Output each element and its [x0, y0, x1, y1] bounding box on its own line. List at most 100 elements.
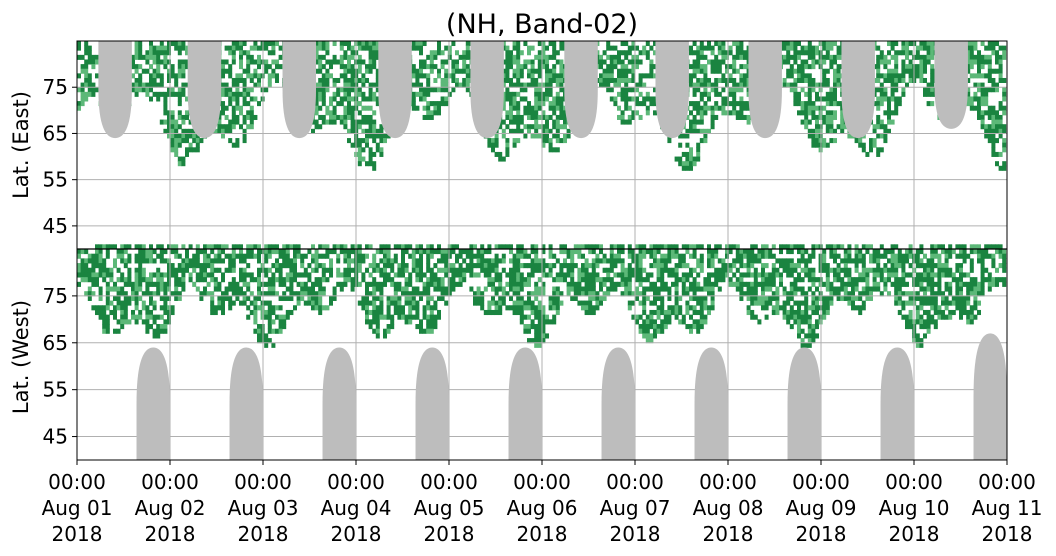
activity-cell	[537, 124, 542, 130]
activity-cell	[91, 305, 96, 311]
activity-cell	[141, 291, 146, 297]
activity-cell	[343, 54, 348, 60]
activity-cell	[793, 77, 798, 83]
activity-cell	[505, 305, 510, 311]
activity-cell	[447, 281, 452, 287]
activity-cell	[498, 124, 503, 130]
activity-cell	[264, 64, 269, 70]
activity-cell	[620, 272, 625, 278]
activity-cell	[627, 272, 632, 278]
activity-cell	[419, 328, 423, 334]
activity-cell	[512, 41, 517, 47]
activity-cell	[159, 253, 164, 259]
activity-cell	[311, 119, 315, 125]
activity-cell	[242, 300, 247, 306]
activity-cell	[505, 91, 510, 97]
activity-cell	[800, 68, 805, 74]
activity-cell	[321, 73, 326, 79]
activity-cell	[408, 281, 413, 287]
activity-cell	[123, 291, 128, 297]
activity-cell	[300, 281, 305, 287]
activity-cell	[98, 291, 103, 297]
activity-cell	[483, 263, 488, 269]
activity-cell	[365, 119, 369, 125]
activity-cell	[699, 300, 704, 306]
activity-cell	[321, 253, 326, 259]
activity-cell	[570, 253, 575, 259]
activity-cell	[606, 291, 611, 297]
activity-cell	[134, 64, 139, 70]
activity-cell	[224, 286, 229, 292]
activity-cell	[692, 253, 697, 259]
activity-cell	[541, 267, 546, 273]
activity-cell	[811, 300, 816, 306]
activity-cell	[138, 54, 143, 60]
activity-cell	[771, 305, 776, 311]
activity-cell	[426, 101, 431, 107]
activity-cell	[491, 138, 495, 144]
activity-cell	[876, 59, 881, 65]
activity-cell	[851, 291, 855, 297]
activity-cell	[811, 77, 816, 83]
activity-cell	[239, 91, 243, 97]
activity-cell	[894, 54, 899, 60]
activity-cell	[80, 87, 85, 93]
activity-cell	[696, 272, 701, 278]
activity-cell	[699, 45, 704, 51]
activity-cell	[177, 161, 182, 167]
activity-cell	[181, 41, 186, 47]
activity-cell	[257, 277, 261, 283]
activity-cell	[469, 263, 474, 269]
activity-cell	[761, 267, 765, 273]
activity-cell	[429, 314, 434, 320]
activity-cell	[397, 244, 402, 250]
activity-cell	[602, 59, 607, 65]
activity-cell	[721, 277, 726, 283]
activity-cell	[743, 73, 747, 79]
activity-cell	[872, 253, 877, 259]
activity-cell	[552, 119, 557, 125]
activity-cell	[707, 281, 711, 287]
activity-cell	[519, 64, 524, 70]
activity-cell	[692, 319, 697, 325]
activity-cell	[242, 91, 247, 97]
activity-cell	[357, 300, 362, 306]
activity-cell	[638, 277, 643, 283]
activity-cell	[465, 54, 470, 60]
activity-cell	[447, 291, 452, 297]
activity-cell	[663, 319, 668, 325]
activity-cell	[635, 263, 639, 269]
activity-cell	[624, 68, 629, 74]
activity-cell	[455, 77, 459, 83]
activity-cell	[653, 258, 657, 264]
activity-cell	[840, 110, 845, 116]
activity-cell	[257, 59, 261, 65]
activity-cell	[617, 114, 621, 120]
activity-cell	[638, 263, 643, 269]
activity-cell	[854, 295, 859, 301]
activity-cell	[321, 244, 326, 250]
activity-cell	[699, 244, 704, 250]
activity-cell	[537, 338, 542, 344]
activity-cell	[768, 281, 773, 287]
activity-cell	[901, 91, 906, 97]
activity-cell	[397, 263, 402, 269]
activity-cell	[195, 253, 200, 259]
activity-cell	[361, 96, 366, 102]
activity-cell	[419, 272, 423, 278]
activity-cell	[483, 286, 488, 292]
activity-cell	[869, 286, 873, 292]
activity-cell	[735, 87, 740, 93]
activity-cell	[563, 277, 567, 283]
activity-cell	[444, 253, 449, 259]
activity-cell	[710, 286, 715, 292]
activity-cell	[606, 267, 611, 273]
activity-cell	[264, 267, 269, 273]
activity-cell	[804, 258, 809, 264]
activity-cell	[98, 249, 103, 255]
activity-cell	[314, 119, 319, 125]
activity-cell	[584, 300, 589, 306]
activity-cell	[894, 300, 899, 306]
activity-cell	[545, 73, 549, 79]
activity-cell	[883, 281, 888, 287]
